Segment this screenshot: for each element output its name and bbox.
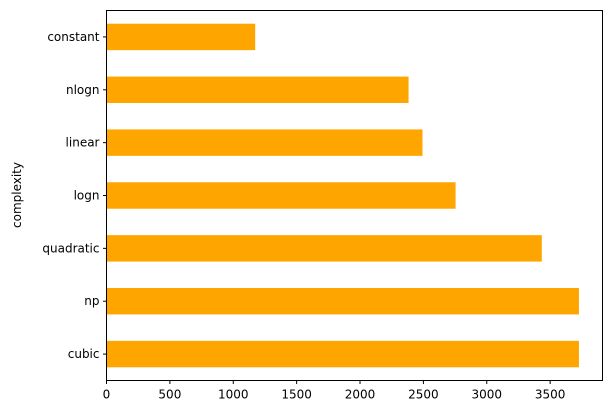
y-tick-label: np	[84, 294, 99, 308]
x-tick-label: 0	[103, 388, 111, 402]
y-tick-label: cubic	[68, 347, 100, 361]
bar-constant	[106, 23, 256, 51]
x-tick-label: 3500	[535, 388, 566, 402]
bar-cubic	[106, 340, 579, 368]
y-tick-label: logn	[74, 189, 100, 203]
x-tick-label: 2500	[408, 388, 439, 402]
y-tick-label: quadratic	[42, 241, 99, 255]
bar-np	[106, 288, 579, 315]
bar-logn	[106, 182, 456, 209]
x-tick-label: 1000	[218, 388, 249, 402]
x-tick-label: 2000	[345, 388, 376, 402]
x-tick-label: 1500	[281, 388, 312, 402]
x-tick-label: 3000	[471, 388, 502, 402]
bar-quadratic	[106, 235, 542, 262]
x-tick-label: 500	[158, 388, 181, 402]
bar-nlogn	[106, 76, 409, 103]
y-tick-label: nlogn	[66, 83, 100, 97]
y-tick-label: linear	[66, 136, 100, 150]
y-axis-label: complexity	[10, 162, 24, 228]
bar-linear	[106, 129, 423, 156]
y-tick-label: constant	[47, 30, 99, 44]
